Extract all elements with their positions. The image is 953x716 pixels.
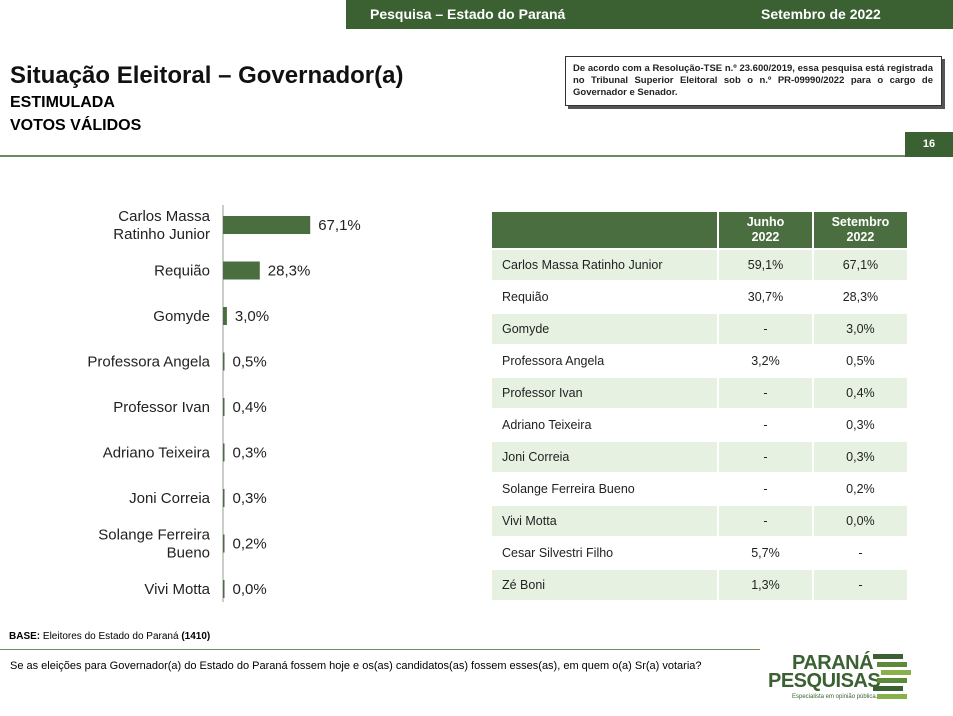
june-value-cell: - [717, 472, 813, 505]
page-title: Situação Eleitoral – Governador(a) [10, 62, 404, 89]
june-value-cell: - [717, 376, 813, 409]
june-value-cell: - [717, 504, 813, 537]
candidate-name-cell: Vivi Motta [492, 504, 719, 537]
table-header-empty [492, 212, 719, 249]
candidate-name-cell: Cesar Silvestri Filho [492, 536, 719, 569]
june-value-cell: - [717, 408, 813, 441]
september-value-cell: 3,0% [811, 312, 907, 345]
table-row: Cesar Silvestri Filho 5,7% - [492, 536, 907, 569]
category-label: Professora Angela [87, 354, 210, 371]
category-label: Professor Ivan [113, 399, 210, 416]
bar-6 [223, 489, 225, 507]
september-value-cell: 0,0% [811, 504, 907, 537]
table-row: Professora Angela 3,2% 0,5% [492, 344, 907, 377]
category-label: Carlos Massa [118, 208, 210, 225]
september-value-cell: 0,2% [811, 472, 907, 505]
june-value-cell: 1,3% [717, 568, 813, 600]
september-value-cell: 67,1% [811, 248, 907, 281]
june-value-cell: 3,2% [717, 344, 813, 377]
table-header-row: Junho 2022 Setembro 2022 [492, 212, 907, 249]
bar-value-label: 0,3% [233, 445, 267, 462]
bar-0 [223, 216, 311, 234]
september-value-cell: 28,3% [811, 280, 907, 313]
candidate-name-cell: Professor Ivan [492, 376, 719, 409]
bar-value-label: 0,3% [233, 490, 267, 507]
june-value-cell: - [717, 312, 813, 345]
candidate-name-cell: Adriano Teixeira [492, 408, 719, 441]
category-label: Bueno [167, 545, 210, 562]
comparison-table: Junho 2022 Setembro 2022 Carlos Massa Ra… [492, 212, 907, 600]
bar-4 [223, 398, 225, 416]
bar-7 [223, 534, 225, 553]
june-value-cell: 30,7% [717, 280, 813, 313]
bar-8 [223, 580, 225, 598]
column-header-september: Setembro 2022 [811, 212, 907, 249]
candidate-name-cell: Gomyde [492, 312, 719, 345]
september-value-cell: 0,4% [811, 376, 907, 409]
candidate-name-cell: Carlos Massa Ratinho Junior [492, 248, 719, 281]
table-row: Carlos Massa Ratinho Junior 59,1% 67,1% [492, 248, 907, 281]
table-row: Zé Boni 1,3% - [492, 568, 907, 600]
parana-pesquisas-logo: PARANÁ PESQUISAS Especialista em opinião… [765, 648, 915, 708]
table-row: Requião 30,7% 28,3% [492, 280, 907, 313]
bar-value-label: 28,3% [268, 263, 311, 280]
page-number: 16 [905, 132, 953, 157]
survey-label: Pesquisa – Estado do Paraná [370, 6, 566, 22]
category-label: Joni Correia [129, 490, 211, 507]
bar-value-label: 0,0% [233, 581, 267, 598]
june-value-cell: - [717, 440, 813, 473]
candidate-name-cell: Joni Correia [492, 440, 719, 473]
bar-value-label: 67,1% [318, 217, 361, 234]
category-label: Vivi Motta [144, 581, 210, 598]
page-subtitle-valid-votes: VOTOS VÁLIDOS [10, 117, 142, 134]
category-label: Ratinho Junior [113, 226, 210, 243]
page-subtitle-stimulated: ESTIMULADA [10, 94, 115, 111]
footer-divider [0, 649, 760, 650]
bar-value-label: 0,4% [233, 399, 267, 416]
survey-question: Se as eleições para Governador(a) do Est… [10, 660, 702, 672]
category-label: Gomyde [153, 308, 210, 325]
table-row: Gomyde -3,0% [492, 312, 907, 345]
june-value-cell: 59,1% [717, 248, 813, 281]
category-label: Requião [154, 263, 210, 280]
candidate-name-cell: Solange Ferreira Bueno [492, 472, 719, 505]
bar-5 [223, 443, 225, 462]
candidate-name-cell: Zé Boni [492, 568, 719, 600]
bar-value-label: 0,2% [233, 536, 267, 553]
date-label: Setembro de 2022 [761, 6, 881, 22]
september-value-cell: - [811, 568, 907, 600]
candidate-name-cell: Requião [492, 280, 719, 313]
base-note: BASE: Eleitores do Estado do Paraná (141… [9, 631, 211, 642]
bar-1 [223, 261, 260, 280]
september-value-cell: - [811, 536, 907, 569]
logo-stripes-icon [873, 654, 911, 699]
bar-2 [223, 307, 227, 325]
table-row: Professor Ivan -0,4% [492, 376, 907, 409]
category-label: Solange Ferreira [98, 527, 210, 544]
notice-text: De acordo com a Resolução-TSE n.º 23.600… [573, 63, 933, 98]
september-value-cell: 0,5% [811, 344, 907, 377]
category-label: Adriano Teixeira [103, 445, 211, 462]
header-divider [0, 155, 905, 157]
bar-3 [223, 352, 225, 371]
table-row: Vivi Motta -0,0% [492, 504, 907, 537]
bar-value-label: 0,5% [233, 354, 267, 371]
candidate-name-cell: Professora Angela [492, 344, 719, 377]
tse-registration-notice: De acordo com a Resolução-TSE n.º 23.600… [565, 56, 942, 106]
bar-value-label: 3,0% [235, 308, 269, 325]
header-bar: Pesquisa – Estado do Paraná Setembro de … [346, 0, 953, 29]
september-value-cell: 0,3% [811, 440, 907, 473]
table-row: Joni Correia -0,3% [492, 440, 907, 473]
table-row: Solange Ferreira Bueno -0,2% [492, 472, 907, 505]
column-header-june: Junho 2022 [717, 212, 813, 249]
september-value-cell: 0,3% [811, 408, 907, 441]
june-value-cell: 5,7% [717, 536, 813, 569]
table-row: Adriano Teixeira -0,3% [492, 408, 907, 441]
